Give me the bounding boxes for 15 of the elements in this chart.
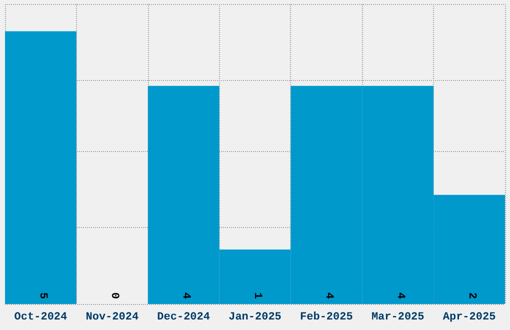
bar (5, 31, 76, 304)
x-tick-label: Feb-2025 (300, 312, 354, 324)
data-label: 5 (36, 292, 49, 300)
data-label: 2 (465, 292, 478, 299)
data-label: 4 (394, 292, 406, 300)
data-label: 1 (251, 292, 263, 300)
x-tick-label: Nov-2024 (86, 312, 139, 324)
data-label: 4 (322, 292, 334, 300)
x-tick-label: Mar-2025 (371, 312, 425, 324)
x-tick-label: Dec-2024 (157, 312, 210, 324)
data-label: 0 (108, 292, 120, 299)
x-tick-label: Oct-2024 (14, 312, 68, 324)
x-tick-label: Jan-2025 (228, 312, 282, 324)
data-label: 4 (180, 292, 192, 300)
x-tick-label: Apr-2025 (442, 312, 496, 324)
